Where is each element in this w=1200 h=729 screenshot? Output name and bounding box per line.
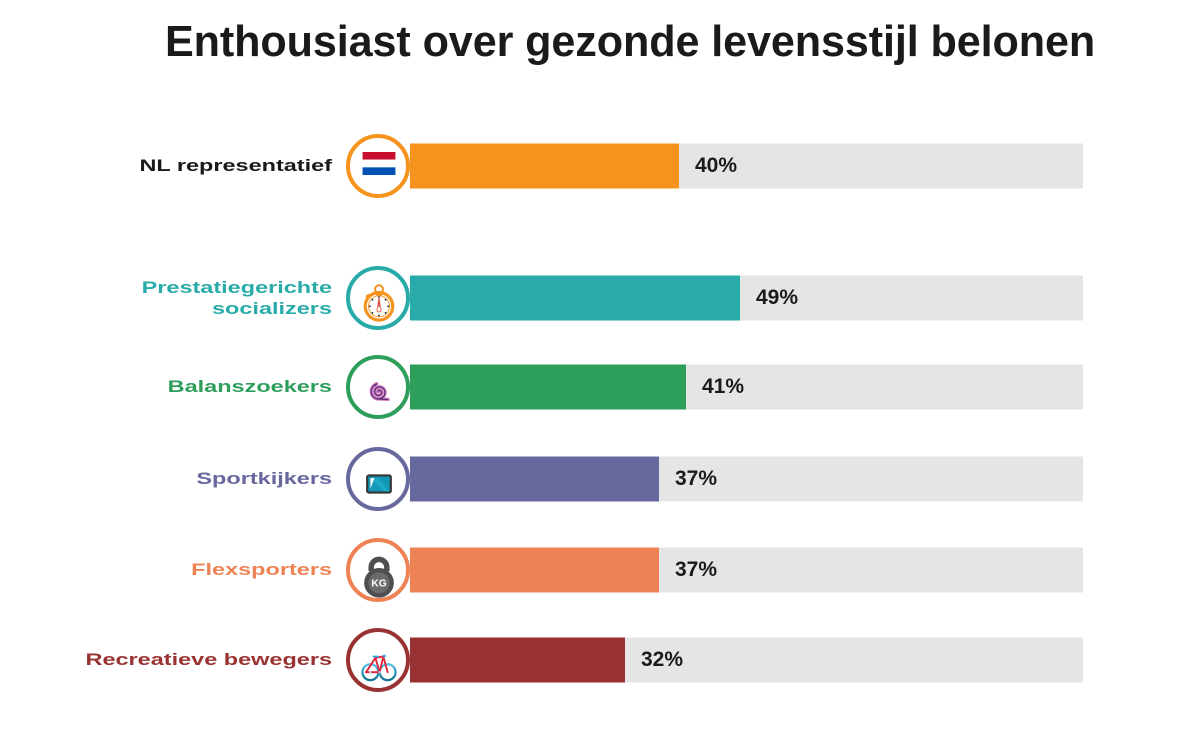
svg-text:KG: KG [371,579,386,590]
